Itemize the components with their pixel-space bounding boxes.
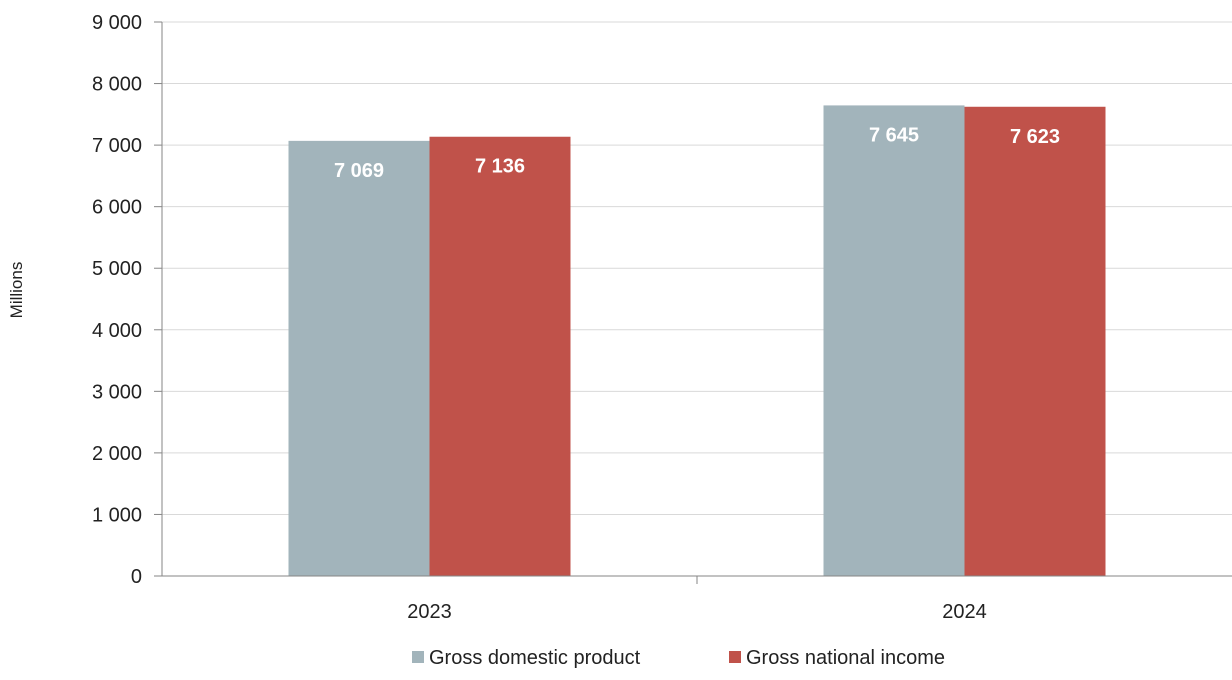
y-tick-label: 8 000 [92, 74, 142, 96]
legend: Gross domestic product Gross national inc… [412, 647, 945, 669]
y-tick-label: 9 000 [92, 12, 142, 34]
y-tick-label: 2 000 [92, 443, 142, 465]
axes: 0 1 000 2 000 3 000 4 000 5 000 6 000 7 000 8 00… [92, 12, 1232, 623]
legend-item: Gross national income [729, 647, 945, 669]
y-tick-label: 0 [131, 566, 142, 588]
y-tick-label: 3 000 [92, 381, 142, 403]
y-axis-title: Millions [7, 262, 26, 319]
y-tick-label: 4 000 [92, 320, 142, 342]
legend-label: Gross domestic product [429, 647, 641, 669]
bar [429, 136, 571, 576]
data-label: 7 623 [1010, 126, 1060, 148]
x-tick-label: 2023 [407, 601, 452, 623]
data-label: 7 136 [475, 156, 525, 178]
data-label: 7 645 [869, 124, 919, 146]
legend-label: Gross national income [746, 647, 945, 669]
y-tick-label: 5 000 [92, 258, 142, 280]
bar [964, 106, 1106, 577]
legend-swatch [412, 651, 424, 663]
bars [288, 105, 1106, 577]
data-label: 7 069 [334, 160, 384, 182]
legend-swatch [729, 651, 741, 663]
y-tick-label: 7 000 [92, 135, 142, 157]
data-labels: 7 069 7 136 7 645 7 623 [334, 124, 1060, 181]
x-tick-label: 2024 [942, 601, 987, 623]
y-tick-label: 1 000 [92, 504, 142, 526]
legend-item: Gross domestic product [412, 647, 641, 669]
bar [288, 140, 430, 577]
bar [823, 105, 965, 576]
y-tick-label: 6 000 [92, 197, 142, 219]
